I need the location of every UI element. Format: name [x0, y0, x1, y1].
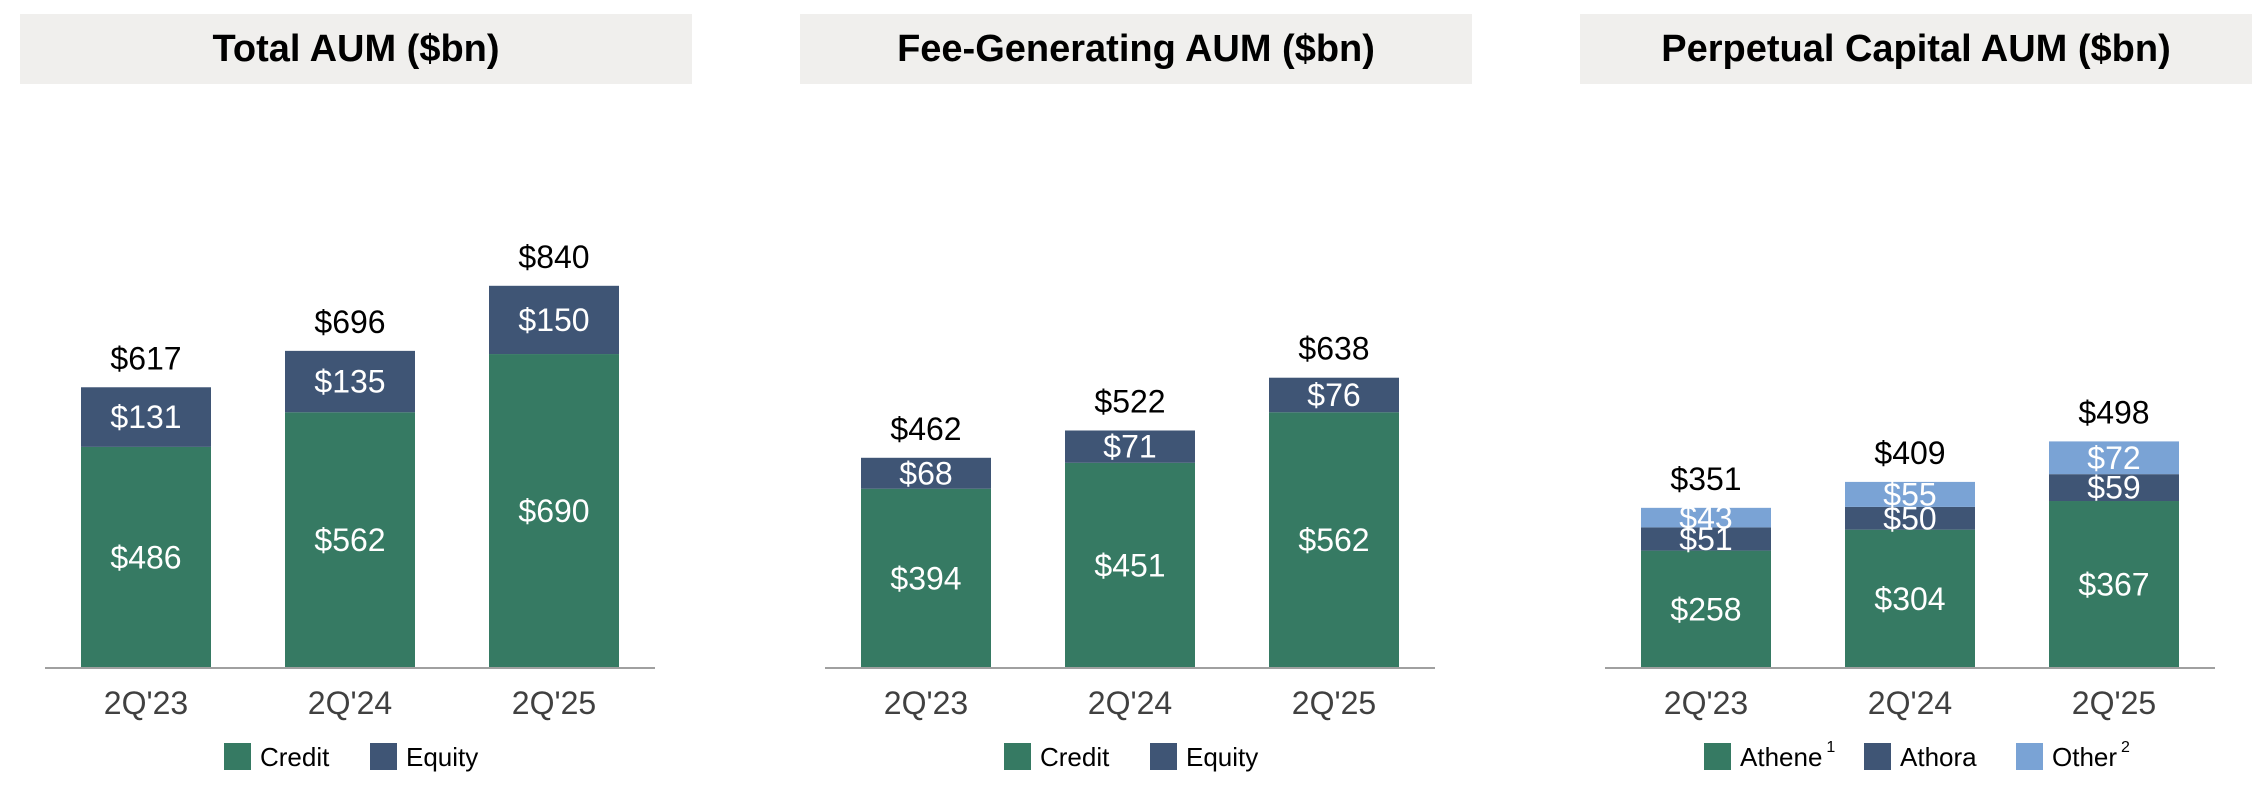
chart-1-legend-label-equity: Equity: [406, 742, 478, 772]
chart-3-total-label-2: $409: [1874, 435, 1945, 471]
chart-3-bar-athora-2: [1845, 506, 1975, 530]
chart-3-category-label-3: 2Q'25: [2072, 685, 2156, 721]
chart-1-category-label-2: 2Q'24: [308, 685, 392, 721]
chart-3-legend-superscript-other: 2: [2121, 739, 2130, 756]
chart-2-legend-swatch-credit: [1004, 743, 1031, 770]
chart-1-title: Total AUM ($bn): [212, 28, 499, 70]
chart-3-label-other-2: $55: [1883, 476, 1936, 512]
chart-1-label-credit-2: $562: [314, 522, 385, 558]
chart-1-bar-credit-3: [489, 354, 619, 668]
chart-3-legend-label-athene: Athene: [1740, 742, 1822, 772]
chart-2-bar-equity-3: [1269, 377, 1399, 413]
chart-1-label-equity-1: $131: [110, 399, 181, 435]
chart-3-legend-label-other: Other: [2052, 742, 2117, 772]
chart-1-legend-swatch-credit: [224, 743, 251, 770]
chart-2-bar-credit-1: [861, 488, 991, 668]
chart-2-label-credit-1: $394: [890, 560, 961, 596]
chart-3-bar-athora-1: [1641, 527, 1771, 551]
chart-3-legend-swatch-other: [2016, 743, 2043, 770]
chart-1-bar-equity-3: [489, 285, 619, 355]
chart-3-bar-athora-3: [2049, 474, 2179, 502]
chart-3-legend-label-athora: Athora: [1900, 742, 1977, 772]
chart-1-total-label-1: $617: [110, 340, 181, 376]
chart-2-label-credit-3: $562: [1298, 522, 1369, 558]
chart-2-label-credit-2: $451: [1094, 547, 1165, 583]
chart-3-label-athene-2: $304: [1874, 581, 1945, 617]
chart-2-bar-credit-2: [1065, 462, 1195, 668]
chart-3-bar-other-1: [1641, 507, 1771, 528]
chart-2-legend-label-equity: Equity: [1186, 742, 1258, 772]
chart-2-bar-equity-1: [861, 457, 991, 489]
chart-2-category-label-1: 2Q'23: [884, 685, 968, 721]
chart-3-category-label-2: 2Q'24: [1868, 685, 1952, 721]
chart-2-total-label-3: $638: [1298, 331, 1369, 367]
chart-2-label-equity-3: $76: [1307, 377, 1360, 413]
chart-1-bar-equity-1: [81, 387, 211, 447]
chart-3-label-athene-1: $258: [1670, 591, 1741, 627]
chart-1-category-label-1: 2Q'23: [104, 685, 188, 721]
chart-2-total-label-2: $522: [1094, 383, 1165, 419]
chart-1-label-credit-1: $486: [110, 539, 181, 575]
chart-2-legend-label-credit: Credit: [1040, 742, 1110, 772]
chart-3-total-label-3: $498: [2078, 394, 2149, 430]
chart-1-bar-equity-2: [285, 350, 415, 413]
chart-2-title-box: [800, 14, 1472, 84]
chart-2-total-label-1: $462: [890, 411, 961, 447]
chart-3-legend-superscript-athene: 1: [1826, 739, 1835, 756]
chart-3-bar-athene-1: [1641, 550, 1771, 668]
chart-2-title: Fee-Generating AUM ($bn): [897, 28, 1375, 70]
chart-1-bar-credit-2: [285, 412, 415, 668]
chart-2-bar-equity-2: [1065, 430, 1195, 463]
chart-1-category-label-3: 2Q'25: [512, 685, 596, 721]
chart-2-legend-swatch-equity: [1150, 743, 1177, 770]
chart-1-legend-label-credit: Credit: [260, 742, 330, 772]
chart-2-category-label-3: 2Q'25: [1292, 685, 1376, 721]
chart-1-total-label-2: $696: [314, 304, 385, 340]
chart-1-title-box: [20, 14, 692, 84]
chart-3-title: Perpetual Capital AUM ($bn): [1661, 28, 2171, 70]
chart-3-title-box: [1580, 14, 2252, 84]
chart-1-label-equity-3: $150: [518, 302, 589, 338]
chart-2-label-equity-1: $68: [899, 455, 952, 491]
chart-3-legend-swatch-athene: [1704, 743, 1731, 770]
chart-1-total-label-3: $840: [518, 239, 589, 275]
chart-3-total-label-1: $351: [1670, 461, 1741, 497]
chart-3-label-other-1: $43: [1679, 500, 1732, 536]
chart-3-category-label-1: 2Q'23: [1664, 685, 1748, 721]
chart-3-bar-other-3: [2049, 441, 2179, 475]
chart-1-label-equity-2: $135: [314, 364, 385, 400]
chart-3-label-other-3: $72: [2087, 440, 2140, 476]
chart-2-bar-credit-3: [1269, 412, 1399, 668]
chart-1-label-credit-3: $690: [518, 493, 589, 529]
chart-2-category-label-2: 2Q'24: [1088, 685, 1172, 721]
chart-3-label-athene-3: $367: [2078, 567, 2149, 603]
chart-3-bar-athene-2: [1845, 529, 1975, 668]
chart-3-legend-swatch-athora: [1864, 743, 1891, 770]
chart-2-label-equity-2: $71: [1103, 429, 1156, 465]
chart-3-bar-athene-3: [2049, 501, 2179, 668]
chart-3-bar-other-2: [1845, 481, 1975, 507]
chart-1-legend-swatch-equity: [370, 743, 397, 770]
chart-1-bar-credit-1: [81, 446, 211, 668]
chart-3-label-athora-3: $59: [2087, 470, 2140, 506]
